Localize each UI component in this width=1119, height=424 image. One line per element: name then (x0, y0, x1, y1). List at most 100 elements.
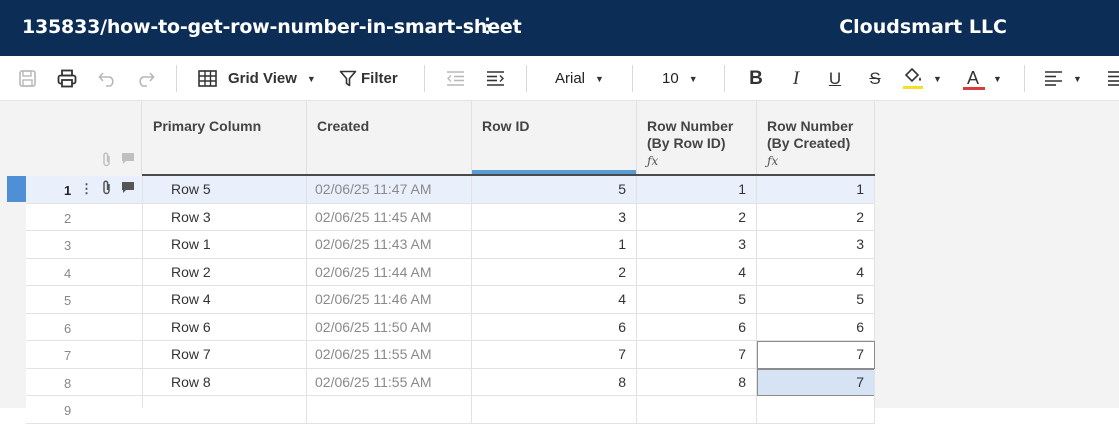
chevron-down-icon: ▼ (993, 73, 1002, 84)
table-row[interactable] (26, 286, 875, 314)
row-menu-icon[interactable]: ⋮ (80, 181, 93, 196)
table-row[interactable] (26, 258, 875, 286)
row-number[interactable]: 9 (64, 403, 72, 418)
text-color-button[interactable]: A ▼ (963, 56, 1009, 101)
underline-button[interactable]: U (828, 68, 842, 88)
print-icon[interactable] (54, 56, 80, 101)
cell-row-number-by-row-id[interactable]: 8 (637, 368, 757, 396)
undo-icon[interactable] (95, 56, 119, 101)
cell-row-number-by-created[interactable]: 5 (757, 286, 875, 314)
cell-row-id[interactable]: 7 (472, 341, 637, 369)
sheet-menu-icon[interactable]: ⋮ (478, 16, 497, 37)
column-header-row-number-by-row-id[interactable]: Row Number (By Row ID) ƒx (637, 101, 757, 175)
cell-row-id[interactable]: 5 (472, 176, 637, 204)
cell-row-id[interactable]: 4 (472, 286, 637, 314)
cell-primary[interactable] (143, 396, 307, 424)
font-family-select[interactable]: Arial ▼ (555, 56, 613, 101)
row-number[interactable]: 8 (64, 375, 72, 391)
cell-primary[interactable]: Row 8 (143, 368, 307, 396)
cell-row-number-by-created[interactable]: 6 (757, 313, 875, 341)
toolbar-divider (632, 65, 633, 92)
cell-row-number-by-row-id[interactable]: 2 (637, 203, 757, 231)
cell-row-number-by-row-id[interactable]: 7 (637, 341, 757, 369)
cell-row-number-by-row-id[interactable]: 3 (637, 231, 757, 259)
table-row[interactable] (26, 368, 875, 396)
cell-row-id[interactable] (472, 396, 637, 424)
more-menu-icon[interactable] (1108, 56, 1119, 101)
cell-created[interactable]: 02/06/25 11:50 AM (307, 313, 472, 341)
cell-primary[interactable]: Row 4 (143, 286, 307, 314)
outdent-icon[interactable] (444, 56, 466, 101)
table-row[interactable] (26, 341, 875, 369)
cell-primary[interactable]: Row 3 (143, 203, 307, 231)
row-number[interactable]: 5 (64, 293, 72, 308)
indent-icon[interactable] (484, 56, 506, 101)
cell-primary[interactable]: Row 6 (143, 313, 307, 341)
font-size-value: 10 (662, 70, 679, 87)
bold-button[interactable]: B (749, 67, 763, 89)
cell-created[interactable]: 02/06/25 11:44 AM (307, 258, 472, 286)
table-row[interactable] (26, 176, 875, 204)
attachment-icon[interactable] (101, 180, 113, 198)
save-icon[interactable] (14, 56, 40, 101)
cell-row-number-by-created[interactable]: 4 (757, 258, 875, 286)
table-row[interactable] (26, 313, 875, 341)
cell-primary[interactable]: Row 5 (143, 176, 307, 204)
column-title: Primary Column (153, 118, 262, 134)
row-selection-marker[interactable] (7, 176, 26, 202)
row-number[interactable]: 6 (64, 320, 72, 336)
grid-view-label: Grid View (228, 70, 297, 87)
cell-row-id[interactable]: 1 (472, 231, 637, 259)
cell-row-number-by-created[interactable] (757, 396, 875, 424)
grid-view-dropdown[interactable]: Grid View ▼ (198, 56, 320, 101)
column-sort-indicator (472, 170, 636, 174)
cell-primary[interactable]: Row 7 (143, 341, 307, 369)
cell-created[interactable]: 02/06/25 11:47 AM (307, 176, 472, 204)
column-header-created[interactable]: Created (307, 101, 472, 175)
cell-primary[interactable]: Row 2 (143, 258, 307, 286)
column-header-row-number-by-created[interactable]: Row Number (By Created) ƒx (757, 101, 875, 175)
cell-row-id[interactable]: 3 (472, 203, 637, 231)
cell-row-id[interactable]: 8 (472, 368, 637, 396)
row-number[interactable]: 2 (64, 210, 72, 226)
table-row[interactable] (26, 203, 875, 231)
cell-row-number-by-created[interactable]: 2 (757, 203, 875, 231)
cell-row-id[interactable]: 6 (472, 313, 637, 341)
cell-created[interactable]: 02/06/25 11:55 AM (307, 368, 472, 396)
comment-icon[interactable] (121, 181, 135, 198)
cell-row-id[interactable]: 2 (472, 258, 637, 286)
comment-icon (121, 152, 135, 172)
row-number[interactable]: 4 (64, 265, 72, 281)
filter-button[interactable]: Filter (339, 56, 401, 101)
cell-primary[interactable]: Row 1 (143, 231, 307, 259)
redo-icon[interactable] (133, 56, 157, 101)
cell-created[interactable]: 02/06/25 11:43 AM (307, 231, 472, 259)
row-number[interactable]: 1 (64, 183, 72, 198)
cell-row-number-by-row-id[interactable]: 4 (637, 258, 757, 286)
sheet-title[interactable]: 135833/how-to-get-row-number-in-smart-sh… (22, 16, 522, 38)
cell-row-number-by-created[interactable]: 3 (757, 231, 875, 259)
row-number[interactable]: 7 (64, 348, 72, 363)
font-size-select[interactable]: 10 ▼ (662, 56, 704, 101)
cell-row-number-by-row-id[interactable]: 1 (637, 176, 757, 204)
align-button[interactable]: ▼ (1044, 56, 1090, 101)
strikethrough-button[interactable]: S (869, 68, 881, 88)
cell-row-number-by-created[interactable]: 7 (757, 368, 875, 396)
gutter-divider (142, 176, 143, 408)
cell-row-number-by-row-id[interactable]: 6 (637, 313, 757, 341)
table-row[interactable] (26, 231, 875, 259)
italic-button[interactable]: I (792, 67, 800, 89)
cell-created[interactable] (307, 396, 472, 424)
cell-created[interactable]: 02/06/25 11:55 AM (307, 341, 472, 369)
cell-row-number-by-row-id[interactable] (637, 396, 757, 424)
fill-color-button[interactable]: ▼ (903, 56, 949, 101)
column-header-primary[interactable]: Primary Column (143, 101, 307, 175)
toolbar-divider (724, 65, 725, 92)
cell-created[interactable]: 02/06/25 11:45 AM (307, 203, 472, 231)
cell-created[interactable]: 02/06/25 11:46 AM (307, 286, 472, 314)
column-header-row-id[interactable]: Row ID (472, 101, 637, 175)
cell-row-number-by-row-id[interactable]: 5 (637, 286, 757, 314)
row-number[interactable]: 3 (64, 238, 72, 253)
cell-row-number-by-created[interactable]: 1 (757, 176, 875, 204)
formula-icon: ƒx (647, 154, 659, 168)
